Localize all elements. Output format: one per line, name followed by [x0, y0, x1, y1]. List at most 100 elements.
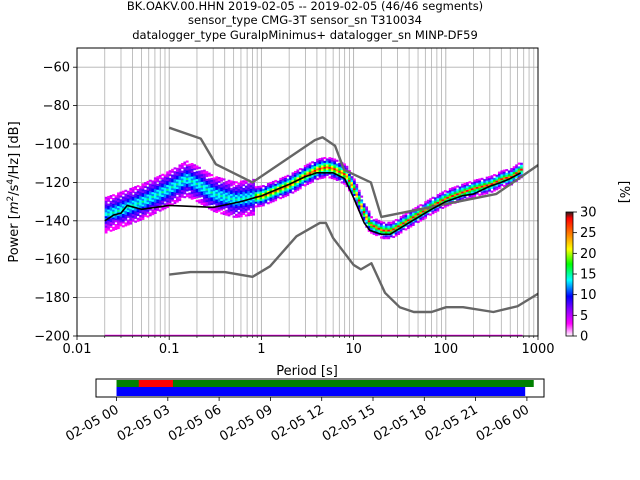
density-cell — [480, 191, 484, 194]
density-cell — [210, 193, 214, 196]
density-cell — [271, 188, 275, 191]
density-cell — [438, 194, 442, 197]
density-cell — [284, 195, 287, 198]
density-cell — [515, 166, 518, 169]
density-cell — [490, 179, 494, 182]
density-cell — [153, 196, 157, 199]
density-cell — [198, 185, 201, 189]
density-cell — [166, 188, 169, 191]
density-cell — [296, 177, 300, 180]
density-cell — [190, 174, 194, 177]
density-cell — [470, 189, 474, 193]
density-cell — [235, 196, 238, 199]
density-cell — [338, 178, 341, 181]
density-cell — [495, 176, 499, 179]
density-cell — [303, 176, 307, 179]
density-cell — [321, 174, 324, 177]
density-cell — [333, 170, 337, 173]
density-cell — [296, 186, 300, 189]
density-cell — [141, 206, 145, 209]
density-cell — [370, 227, 373, 230]
density-cell — [348, 183, 351, 186]
density-cell — [274, 185, 278, 188]
density-cell — [151, 182, 155, 185]
density-cell — [394, 224, 398, 227]
density-cell — [104, 219, 108, 222]
density-cell — [311, 167, 314, 170]
density-cell — [286, 192, 290, 195]
density-cell — [372, 228, 376, 232]
density-cell — [225, 180, 228, 184]
density-cell — [242, 209, 246, 212]
density-cell — [207, 178, 211, 181]
density-cell — [515, 168, 518, 171]
density-cell — [109, 206, 113, 209]
density-cell — [318, 159, 322, 163]
density-cell — [436, 209, 440, 212]
density-cell — [517, 170, 521, 173]
density-cell — [178, 164, 182, 167]
density-cell — [301, 174, 305, 177]
density-cell — [207, 201, 211, 204]
density-cell — [281, 190, 285, 193]
density-cell — [112, 219, 115, 222]
density-cell — [461, 197, 464, 200]
density-cell — [136, 194, 140, 197]
density-cell — [461, 189, 464, 192]
density-cell — [235, 204, 238, 207]
density-cell — [230, 201, 233, 204]
density-cell — [483, 190, 486, 193]
density-cell — [313, 161, 317, 165]
density-cell — [493, 174, 496, 177]
density-cell — [141, 196, 145, 199]
density-cell — [330, 165, 334, 168]
density-cell — [426, 199, 430, 202]
density-cell — [392, 224, 396, 227]
density-cell — [176, 188, 179, 192]
density-cell — [323, 174, 327, 177]
density-cell — [333, 177, 337, 180]
density-cell — [104, 210, 108, 213]
density-cell — [328, 160, 332, 164]
density-cell — [232, 204, 236, 207]
density-cell — [129, 191, 133, 194]
density-cell — [109, 204, 113, 207]
density-cell — [360, 212, 364, 215]
density-cell — [441, 201, 445, 204]
density-cell — [355, 185, 359, 188]
density-cell — [119, 199, 123, 202]
density-cell — [225, 196, 228, 199]
density-cell — [485, 188, 489, 191]
density-cell — [276, 194, 280, 197]
density-cell — [212, 177, 216, 180]
density-cell — [190, 178, 194, 181]
density-cell — [480, 193, 484, 196]
density-cell — [372, 221, 376, 224]
density-cell — [215, 210, 219, 213]
density-cell — [397, 227, 400, 230]
density-cell — [431, 202, 435, 205]
density-cell — [298, 185, 302, 188]
density-cell — [293, 184, 297, 187]
density-cell — [173, 167, 177, 170]
density-cell — [323, 156, 327, 160]
density-cell — [274, 187, 278, 190]
density-cell — [483, 188, 486, 191]
density-cell — [141, 187, 145, 190]
density-cell — [333, 158, 337, 161]
density-cell — [176, 198, 179, 201]
density-cell — [311, 161, 314, 164]
density-cell — [200, 170, 204, 173]
density-cell — [247, 185, 251, 188]
density-cell — [166, 194, 169, 197]
density-cell — [183, 188, 187, 191]
density-cell — [257, 189, 260, 192]
density-cell — [333, 162, 337, 165]
density-cell — [451, 196, 455, 199]
density-cell — [193, 185, 196, 188]
density-cell — [249, 188, 253, 191]
density-cell — [262, 204, 265, 207]
density-cell — [146, 205, 150, 208]
density-cell — [343, 182, 346, 185]
density-cell — [210, 191, 214, 194]
